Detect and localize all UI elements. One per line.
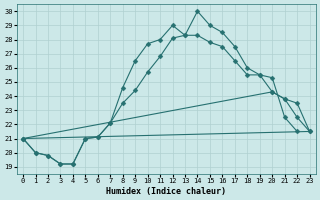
X-axis label: Humidex (Indice chaleur): Humidex (Indice chaleur) bbox=[106, 187, 226, 196]
